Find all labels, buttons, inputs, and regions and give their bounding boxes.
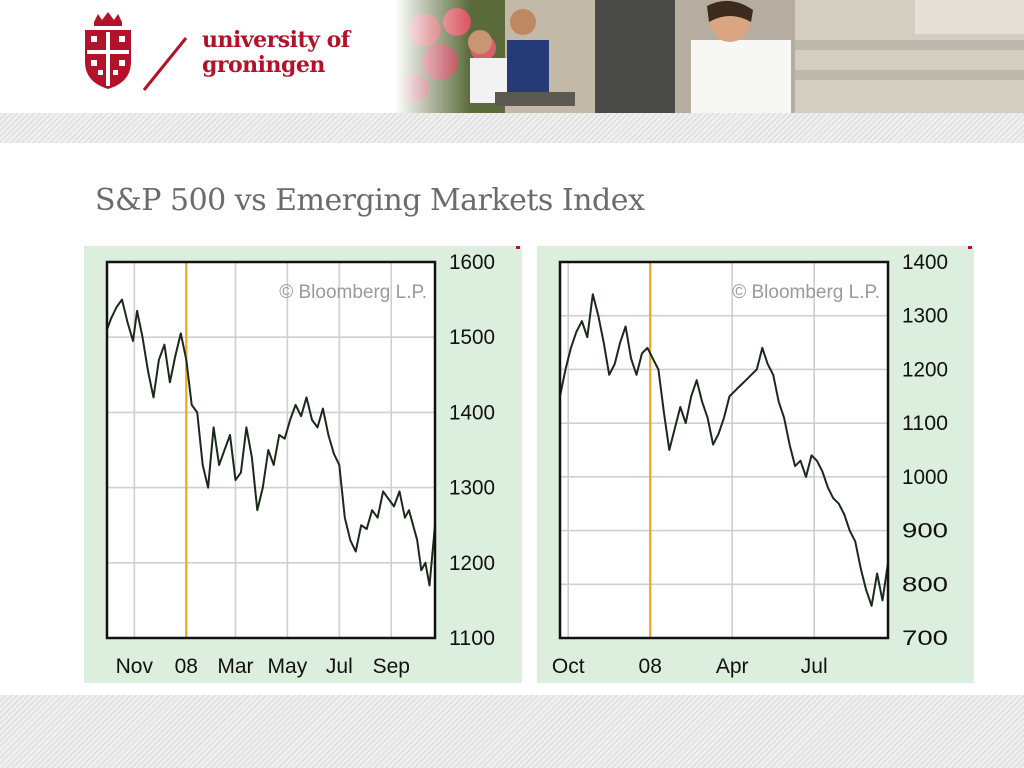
em-y-tick-label: 800 — [902, 573, 948, 596]
sp500-x-tick-label: 08 — [175, 655, 198, 678]
slide-title: S&P 500 vs Emerging Markets Index — [95, 183, 645, 218]
em-x-tick-label: Apr — [716, 655, 749, 678]
sp500-chart: 1100 1200 1300 1400 1500 1600 Nov 08 Mar May Jul Se… — [84, 246, 522, 683]
em-y-tick-label: 1300 — [902, 305, 948, 328]
sp500-series-line — [106, 298, 436, 587]
sp500-x-tick-label: May — [268, 655, 308, 678]
sp500-x-tick-label: Nov — [116, 655, 154, 678]
logo-line-1: university of — [202, 27, 350, 53]
decorative-stripe-bottom — [0, 695, 1024, 768]
sp500-chart-svg: 1100 1200 1300 1400 1500 1600 Nov 08 Mar May Jul Se… — [105, 246, 520, 678]
sp500-y-tick-label: 1200 — [449, 552, 495, 575]
students-photo — [395, 0, 1024, 113]
sp500-corner-mark — [516, 246, 520, 249]
em-y-tick-label: 900 — [902, 520, 948, 543]
em-plot-border — [558, 260, 890, 640]
em-x-tick-label: Jul — [801, 655, 828, 678]
university-name: university of groningen — [202, 28, 392, 78]
sp500-x-tick-label: Mar — [217, 655, 253, 678]
em-plot-area — [560, 262, 888, 638]
logo-line-2: groningen — [202, 52, 325, 78]
emerging-markets-chart: 700 800 900 1000 1100 1200 1300 1400 Oct 08 Apr Jul… — [537, 246, 974, 683]
sp500-y-tick-label: 1100 — [449, 627, 495, 650]
sp500-watermark: © Bloomberg L.P. — [279, 282, 427, 303]
decorative-stripe-top — [0, 113, 1024, 143]
sp500-plot-border — [105, 260, 437, 640]
sp500-x-tick-label: Sep — [373, 655, 410, 678]
sp500-y-tick-label: 1600 — [449, 251, 495, 274]
logo-slash-icon — [142, 37, 188, 91]
em-y-tick-label: 700 — [902, 627, 948, 650]
em-watermark: © Bloomberg L.P. — [732, 282, 880, 303]
em-y-tick-label: 1200 — [902, 358, 948, 381]
university-logo[interactable]: university of groningen — [0, 0, 395, 113]
sp500-x-tick-label: Jul — [326, 655, 353, 678]
em-y-tick-label: 1100 — [902, 412, 948, 435]
em-y-tick-label: 1000 — [902, 466, 948, 489]
sp500-plot-area — [107, 262, 435, 638]
emerging-markets-chart-svg: 700 800 900 1000 1100 1200 1300 1400 Oct 08 Apr Jul… — [552, 246, 972, 678]
em-x-tick-label: Oct — [552, 655, 585, 678]
em-y-tick-label: 1400 — [902, 251, 948, 274]
header-banner: university of groningen — [0, 0, 1024, 113]
sp500-y-tick-label: 1300 — [449, 477, 495, 500]
university-crest-icon — [85, 12, 131, 89]
em-series-line — [559, 293, 889, 607]
em-corner-mark — [968, 246, 972, 249]
em-x-tick-label: 08 — [639, 655, 662, 678]
sp500-y-tick-label: 1500 — [449, 326, 495, 349]
sp500-y-tick-label: 1400 — [449, 401, 495, 424]
